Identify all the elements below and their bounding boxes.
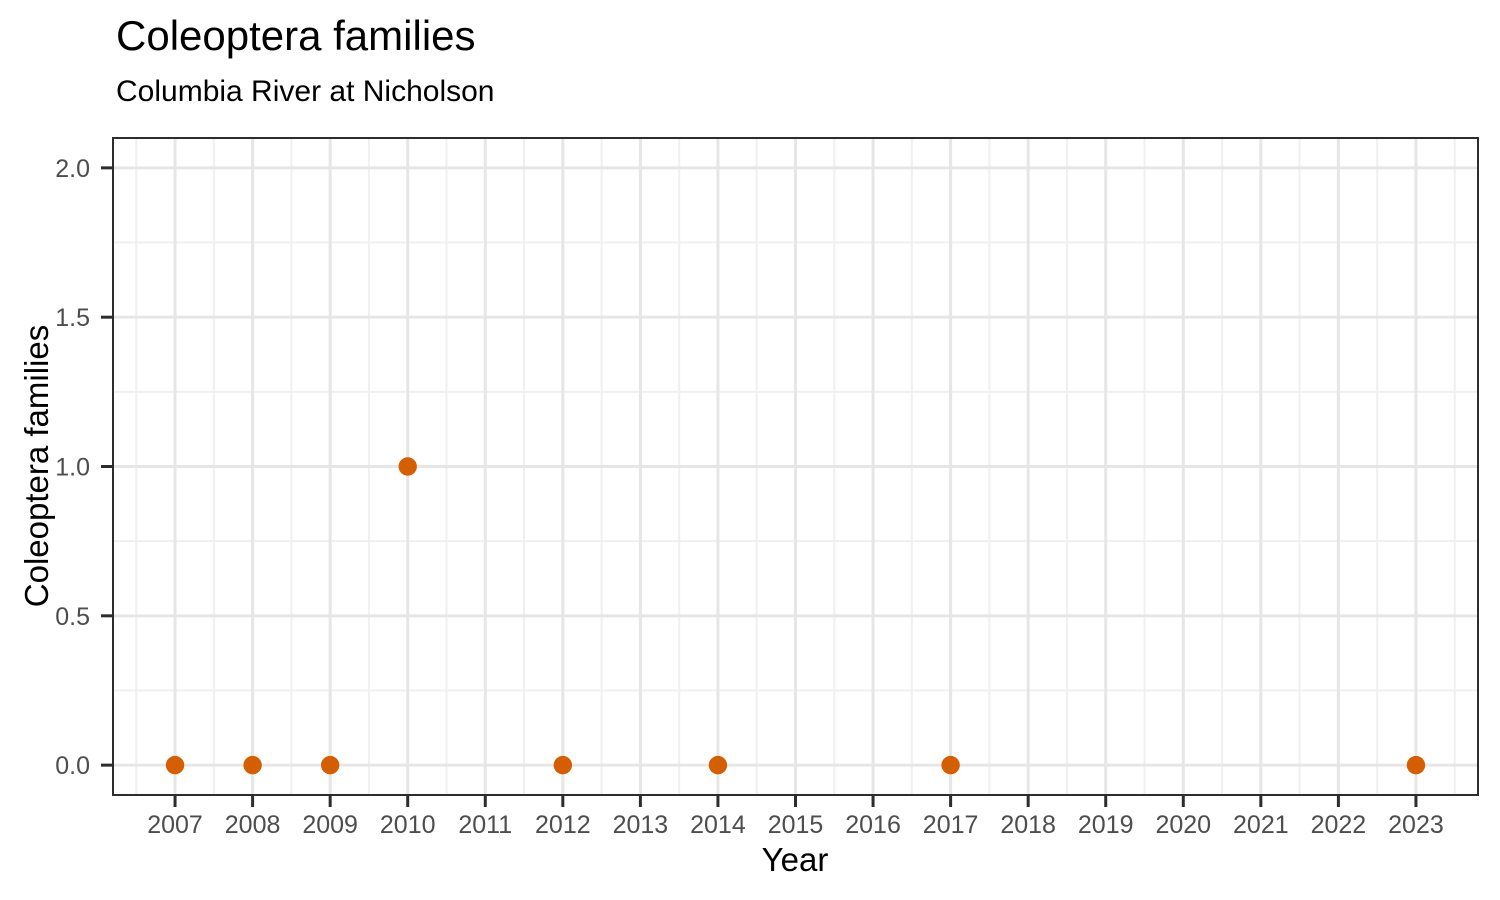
x-tick-label: 2015	[768, 811, 824, 839]
x-tick-label: 2014	[690, 811, 746, 839]
x-tick-label: 2008	[225, 811, 281, 839]
data-point	[398, 457, 417, 476]
y-tick-label: 0.5	[55, 603, 90, 631]
x-tick-label: 2011	[458, 811, 512, 839]
x-tick-label: 2021	[1233, 811, 1289, 839]
y-axis-title: Coleoptera families	[18, 325, 55, 607]
chart-subtitle: Columbia River at Nicholson	[116, 75, 495, 108]
x-axis-title: Year	[762, 841, 829, 878]
y-tick-label: 1.5	[55, 304, 90, 332]
x-tick-label: 2018	[1000, 811, 1056, 839]
x-tick-label: 2009	[302, 811, 358, 839]
x-tick-label: 2017	[923, 811, 979, 839]
x-tick-label: 2012	[535, 811, 591, 839]
data-point	[708, 755, 728, 775]
data-point	[243, 755, 262, 775]
data-point	[553, 755, 573, 775]
x-tick-label: 2019	[1078, 811, 1134, 839]
data-point	[165, 755, 185, 775]
x-tick-label: 2016	[845, 811, 901, 839]
x-tick-label: 2010	[380, 811, 436, 839]
chart-layers: 2007 2008 2009 2010 2011 2012 2013 2014 2015 2016…	[55, 137, 1479, 839]
y-tick-label: 1.0	[55, 454, 90, 482]
x-tick-label: 2007	[147, 811, 203, 839]
y-tick-label: 2.0	[55, 155, 90, 183]
data-point	[1406, 755, 1426, 775]
y-tick-label: 0.0	[55, 752, 90, 780]
x-tick-label: 2020	[1155, 811, 1211, 839]
x-tick-label: 2013	[613, 811, 669, 839]
data-point	[941, 755, 960, 775]
x-tick-label: 2022	[1311, 811, 1367, 839]
chart-title: Coleoptera families	[116, 12, 476, 59]
data-point	[320, 755, 340, 775]
x-tick-label: 2023	[1388, 811, 1444, 839]
panel-border	[112, 137, 1479, 796]
